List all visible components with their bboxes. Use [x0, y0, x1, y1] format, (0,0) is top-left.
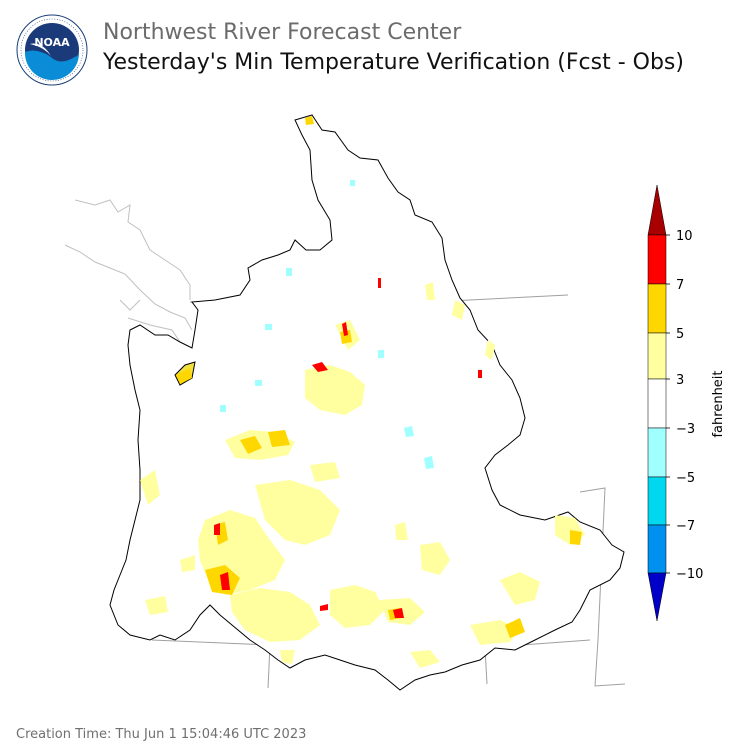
legend-bin-neutral: [647, 378, 667, 429]
legend-tick-label: 5: [676, 327, 684, 342]
legend-bin-5-7: [647, 283, 667, 334]
legend-tick-label: 3: [676, 373, 684, 388]
legend-bin-under: [647, 572, 667, 622]
gold-patches: [176, 116, 582, 638]
map-title: Yesterday's Min Temperature Verification…: [103, 50, 684, 75]
creation-time: Creation Time: Thu Jun 1 15:04:46 UTC 20…: [16, 727, 307, 742]
colorbar-legend: 10 7 5 3 −3 −5 −7 −10 fahrenheit: [647, 184, 726, 622]
legend-tick-label: −3: [676, 422, 695, 437]
legend-bin-neg10-neg7: [647, 524, 667, 574]
legend-tick-label: −5: [676, 471, 695, 486]
legend-tick-label: −10: [676, 567, 703, 582]
legend-tick-label: 7: [676, 278, 684, 293]
legend-bin-7-10: [647, 234, 667, 285]
legend-unit-label: fahrenheit: [711, 370, 726, 437]
hot-bias-patches: [214, 278, 482, 618]
legend-bin-neg7-neg5: [647, 476, 667, 526]
cold-bias-patches: [220, 180, 434, 469]
noaa-logo-text: NOAA: [34, 36, 70, 49]
legend-bin-3-5: [647, 332, 667, 380]
org-name: Northwest River Forecast Center: [103, 20, 462, 45]
legend-bin-over: [647, 184, 667, 236]
noaa-logo-icon: NOAA: [16, 14, 88, 86]
legend-bin-neg5-neg3: [647, 427, 667, 478]
legend-tick-label: −7: [676, 519, 695, 534]
legend-tick-label: 10: [676, 229, 693, 244]
